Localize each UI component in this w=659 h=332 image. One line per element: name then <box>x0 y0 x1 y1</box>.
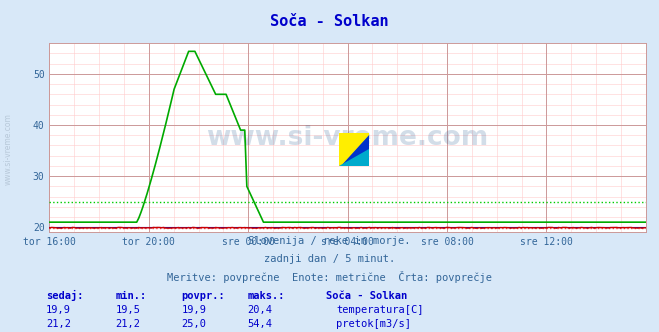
Text: sedaj:: sedaj: <box>46 290 84 301</box>
Text: povpr.:: povpr.: <box>181 291 225 301</box>
Text: 19,5: 19,5 <box>115 305 140 315</box>
Text: Slovenija / reke in morje.: Slovenija / reke in morje. <box>248 236 411 246</box>
Text: pretok[m3/s]: pretok[m3/s] <box>336 319 411 329</box>
Text: min.:: min.: <box>115 291 146 301</box>
Text: 19,9: 19,9 <box>181 305 206 315</box>
Polygon shape <box>339 149 369 166</box>
Text: 54,4: 54,4 <box>247 319 272 329</box>
Text: www.si-vreme.com: www.si-vreme.com <box>3 114 13 185</box>
Text: Soča - Solkan: Soča - Solkan <box>326 291 407 301</box>
Text: 19,9: 19,9 <box>46 305 71 315</box>
Text: temperatura[C]: temperatura[C] <box>336 305 424 315</box>
Polygon shape <box>339 133 369 166</box>
Text: 21,2: 21,2 <box>115 319 140 329</box>
Text: 21,2: 21,2 <box>46 319 71 329</box>
Text: zadnji dan / 5 minut.: zadnji dan / 5 minut. <box>264 254 395 264</box>
Polygon shape <box>339 133 369 166</box>
Text: Soča - Solkan: Soča - Solkan <box>270 14 389 29</box>
Text: maks.:: maks.: <box>247 291 285 301</box>
Text: 25,0: 25,0 <box>181 319 206 329</box>
Text: 20,4: 20,4 <box>247 305 272 315</box>
Text: www.si-vreme.com: www.si-vreme.com <box>206 125 489 151</box>
Text: Meritve: povprečne  Enote: metrične  Črta: povprečje: Meritve: povprečne Enote: metrične Črta:… <box>167 271 492 283</box>
